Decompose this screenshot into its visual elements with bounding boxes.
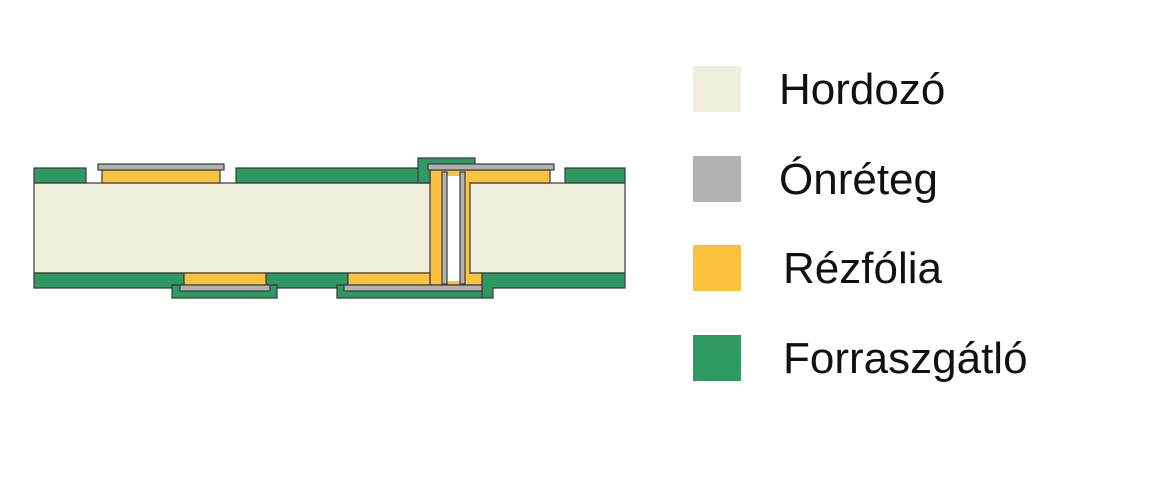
- legend-swatch-substrate: [693, 66, 741, 112]
- bottom-pad-1-finish: [179, 284, 271, 292]
- bottom-pad-1-copper: [183, 272, 267, 286]
- via-finish-left: [441, 171, 448, 285]
- via-finish-right: [459, 171, 466, 285]
- legend-label-substrate: Hordozó: [779, 65, 946, 114]
- via-hole: [447, 176, 460, 281]
- legend-swatch-copper: [693, 245, 741, 291]
- top-solder-mask-right: [564, 167, 626, 184]
- legend-label-finish: Ónréteg: [779, 155, 938, 204]
- legend-label-solder-mask: Forraszgátló: [783, 334, 1028, 383]
- bottom-solder-mask-left: [33, 272, 185, 289]
- bottom-solder-mask-right: [481, 272, 626, 299]
- substrate-core: [33, 182, 626, 274]
- legend-swatch-solder-mask: [693, 335, 741, 381]
- bottom-solder-mask-middle: [265, 272, 349, 289]
- legend-item-substrate: Hordozó: [693, 66, 1153, 114]
- top-via-pad-finish: [427, 163, 555, 171]
- bottom-pad-2-finish: [343, 284, 483, 292]
- legend-item-solder-mask: Forraszgátló: [693, 335, 1153, 383]
- legend-swatch-finish: [693, 156, 741, 202]
- bottom-pad-2-copper: [347, 272, 431, 286]
- pcb-cross-section-diagram: [33, 157, 626, 299]
- legend-label-copper: Rézfólia: [783, 244, 942, 293]
- top-solder-mask-middle: [235, 167, 431, 184]
- legend-item-finish: Ónréteg: [693, 156, 1153, 204]
- legend-item-copper: Rézfólia: [693, 245, 1153, 293]
- top-pad-1-copper: [101, 169, 221, 184]
- top-solder-mask-left: [33, 167, 87, 184]
- top-pad-1-finish: [97, 163, 225, 171]
